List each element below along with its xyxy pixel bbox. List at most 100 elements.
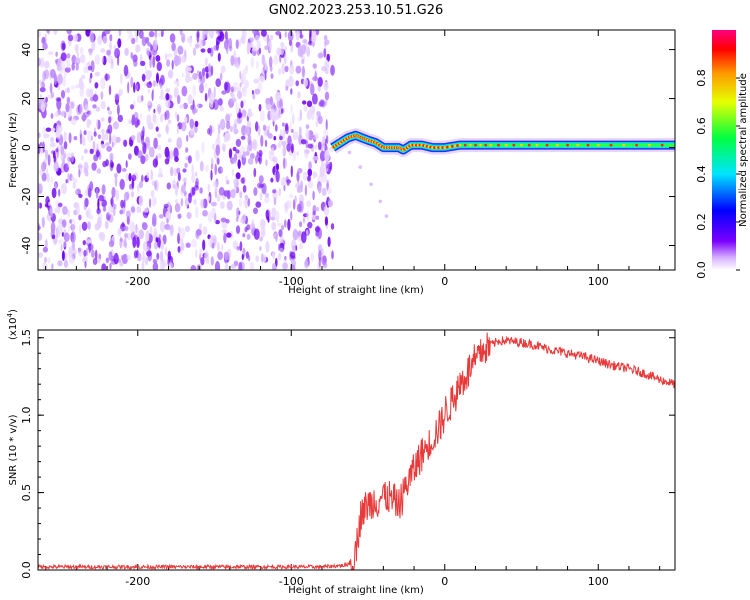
noise-speckle — [119, 178, 125, 190]
noise-speckle — [321, 162, 326, 167]
noise-speckle — [147, 99, 151, 106]
noise-speckle — [179, 104, 185, 109]
noise-speckle — [183, 102, 188, 110]
noise-speckle — [97, 35, 103, 45]
noise-speckle — [117, 104, 120, 116]
noise-speckle — [63, 131, 67, 142]
noise-speckle — [50, 92, 55, 98]
noise-speckle — [121, 221, 125, 228]
noise-speckle — [87, 65, 92, 71]
noise-speckle — [281, 225, 284, 231]
noise-speckle — [301, 58, 305, 65]
noise-speckle — [166, 182, 171, 190]
noise-speckle — [75, 43, 79, 54]
noise-speckle — [160, 240, 165, 251]
noise-speckle — [186, 36, 193, 44]
noise-speckle — [191, 164, 194, 176]
noise-speckle — [41, 36, 46, 45]
noise-speckle — [230, 86, 235, 93]
noise-speckle — [301, 231, 307, 244]
noise-speckle — [217, 98, 223, 106]
noise-speckle — [82, 256, 88, 264]
noise-speckle — [275, 170, 280, 183]
noise-speckle — [270, 34, 274, 41]
noise-speckle — [318, 250, 322, 261]
colorbar: 0.0 0.2 0.4 0.6 0.8 Normalized spectral ampl… — [695, 30, 749, 279]
noise-speckle — [100, 91, 104, 100]
noise-speckle — [204, 57, 208, 66]
noise-speckle — [187, 155, 192, 164]
noise-speckle — [165, 99, 171, 108]
noise-speckle — [139, 54, 143, 63]
noise-speckle — [274, 108, 281, 120]
trace-peak-point — [456, 144, 459, 147]
noise-speckle — [312, 63, 317, 69]
noise-speckle — [118, 30, 122, 37]
noise-speckle — [194, 181, 199, 189]
noise-speckle — [239, 191, 243, 199]
noise-speckle — [60, 52, 67, 62]
noise-speckle — [90, 135, 93, 141]
noise-speckle — [199, 161, 204, 172]
noise-speckle — [220, 217, 227, 223]
noise-speckle — [296, 203, 302, 213]
noise-speckle — [38, 57, 41, 67]
noise-speckle — [158, 32, 161, 37]
noise-speckle — [285, 200, 292, 209]
noise-speckle — [86, 239, 92, 244]
noise-speckle — [55, 123, 60, 136]
noise-speckle — [236, 207, 240, 219]
noise-speckle — [190, 264, 197, 270]
noise-speckle — [177, 246, 181, 253]
noise-speckle — [253, 187, 258, 196]
noise-speckle — [273, 156, 278, 164]
trace-peak-point — [435, 146, 438, 150]
noise-speckle — [139, 181, 143, 189]
colorbar-label: Normalized spectral amplitude — [738, 73, 749, 227]
noise-speckle — [104, 30, 111, 35]
noise-speckle — [75, 203, 80, 215]
noise-speckle — [95, 187, 99, 199]
noise-speckle — [279, 97, 283, 110]
noise-speckle — [94, 71, 100, 77]
noise-speckle — [288, 75, 294, 87]
noise-speckle — [57, 202, 63, 208]
noise-speckle — [62, 205, 68, 215]
noise-speckle — [217, 52, 221, 62]
noise-speckle — [177, 172, 181, 182]
noise-speckle — [296, 171, 300, 182]
noise-speckle — [259, 246, 262, 251]
noise-speckle — [85, 209, 90, 218]
noise-speckle — [88, 48, 93, 56]
noise-speckle — [108, 85, 112, 96]
noise-speckle — [219, 118, 226, 130]
noise-speckle — [67, 209, 70, 218]
noise-speckle — [221, 244, 224, 251]
x-tick-label: 0 — [441, 275, 448, 288]
noise-speckle — [209, 92, 215, 105]
noise-speckle — [247, 254, 251, 262]
noise-speckle — [64, 67, 71, 73]
noise-speckle — [238, 210, 241, 215]
noise-speckle — [133, 82, 136, 93]
snr-multiplier-close: ) — [8, 309, 19, 313]
noise-speckle — [180, 242, 185, 251]
noise-speckle — [213, 45, 219, 51]
noise-speckle — [284, 65, 289, 73]
noise-speckle — [101, 144, 106, 149]
noise-speckle — [61, 232, 65, 237]
noise-speckle — [205, 72, 209, 79]
noise-speckle — [152, 158, 158, 168]
noise-speckle — [248, 113, 251, 118]
noise-speckle — [155, 55, 161, 62]
noise-speckle — [160, 31, 164, 38]
noise-speckle — [272, 251, 275, 259]
noise-speckle — [38, 252, 43, 258]
noise-speckle — [226, 232, 232, 238]
noise-speckle — [67, 158, 70, 168]
noise-speckle — [39, 142, 43, 147]
noise-speckle — [282, 128, 286, 140]
noise-speckle — [212, 99, 219, 111]
noise-speckle — [55, 148, 59, 153]
